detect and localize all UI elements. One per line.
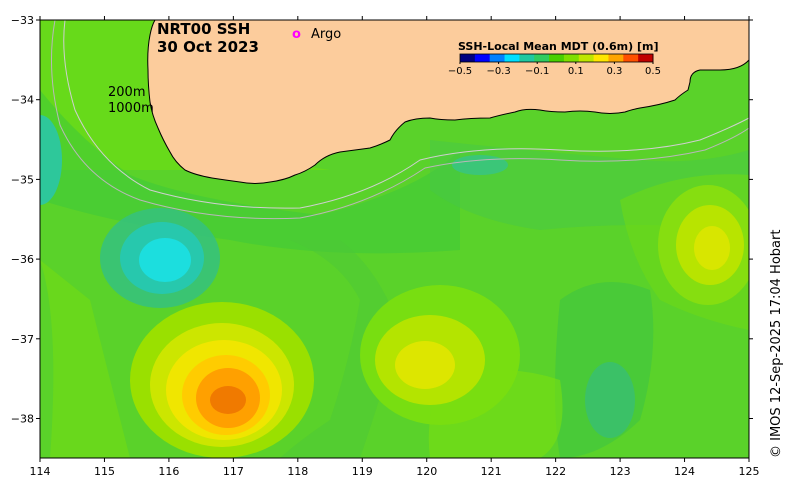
x-tick-label: 124 (674, 465, 695, 478)
x-tick-label: 120 (416, 465, 437, 478)
colorbar-swatch (534, 54, 550, 62)
colorbar-swatch (519, 54, 535, 62)
y-tick-label: −35 (11, 173, 34, 186)
x-tick-label: 122 (545, 465, 566, 478)
plot-area (40, 20, 749, 458)
colorbar-swatch (563, 54, 580, 62)
colorbar-tick-label: 0.5 (645, 66, 661, 77)
ssh-field (40, 20, 749, 458)
x-tick-label: 125 (739, 465, 760, 478)
colorbar-frame (459, 53, 654, 63)
colorbar-swatch (638, 54, 654, 62)
y-tick-label: −36 (11, 253, 34, 266)
map-title-line2: 30 Oct 2023 (157, 38, 259, 56)
colorbar-swatches (460, 54, 654, 62)
x-tick-label: 116 (158, 465, 179, 478)
colorbar-tick-label: −0.3 (486, 66, 510, 77)
argo-label: Argo (311, 27, 341, 42)
colorbar-title: SSH-Local Mean MDT (0.6m) [m] (458, 40, 658, 53)
y-tick-label: −33 (11, 14, 34, 27)
x-tick-label: 115 (94, 465, 115, 478)
credit-text: © IMOS 12-Sep-2025 17:04 Hobart (769, 230, 784, 458)
colorbar-swatch (504, 54, 520, 62)
x-tick-label: 117 (223, 465, 244, 478)
colorbar-tick-label: −0.5 (448, 66, 472, 77)
colorbar-tick-label: −0.1 (525, 66, 549, 77)
plot-border (39, 19, 750, 459)
y-tick-label: −37 (11, 333, 34, 346)
y-tick-label: −38 (11, 413, 34, 426)
argo-marker-icon: o (292, 27, 301, 42)
colorbar-swatch (578, 54, 595, 62)
colorbar-swatch (474, 54, 491, 62)
colorbar-swatch (623, 54, 639, 62)
isobath-label-200m: 200m (108, 85, 145, 100)
y-tick-label: −34 (11, 94, 34, 107)
colorbar-swatch (608, 54, 624, 62)
map-title-line1: NRT00 SSH (157, 20, 250, 38)
x-tick-label: 121 (481, 465, 502, 478)
y-axis: −33 −34 −35 −36 −37 −38 (11, 14, 753, 426)
colorbar: SSH-Local Mean MDT (0.6m) [m] −0.5 −0.3 −0… (448, 40, 661, 77)
x-axis: 114 115 116 117 118 119 120 121 122 123 124 125 (30, 16, 760, 478)
isobaths (50, 20, 749, 220)
isobath-label-1000m: 1000m (108, 101, 154, 116)
x-tick-label: 123 (610, 465, 631, 478)
colorbar-swatch (549, 54, 565, 62)
x-tick-label: 118 (287, 465, 308, 478)
x-tick-label: 114 (30, 465, 51, 478)
colorbar-swatch (489, 54, 506, 62)
colorbar-ticks: −0.5 −0.3 −0.1 0.1 0.3 0.5 (448, 62, 661, 77)
x-tick-label: 119 (352, 465, 373, 478)
colorbar-tick-label: 0.1 (568, 66, 584, 77)
colorbar-swatch (593, 54, 609, 62)
colorbar-tick-label: 0.3 (606, 66, 622, 77)
colorbar-swatch (460, 54, 476, 62)
